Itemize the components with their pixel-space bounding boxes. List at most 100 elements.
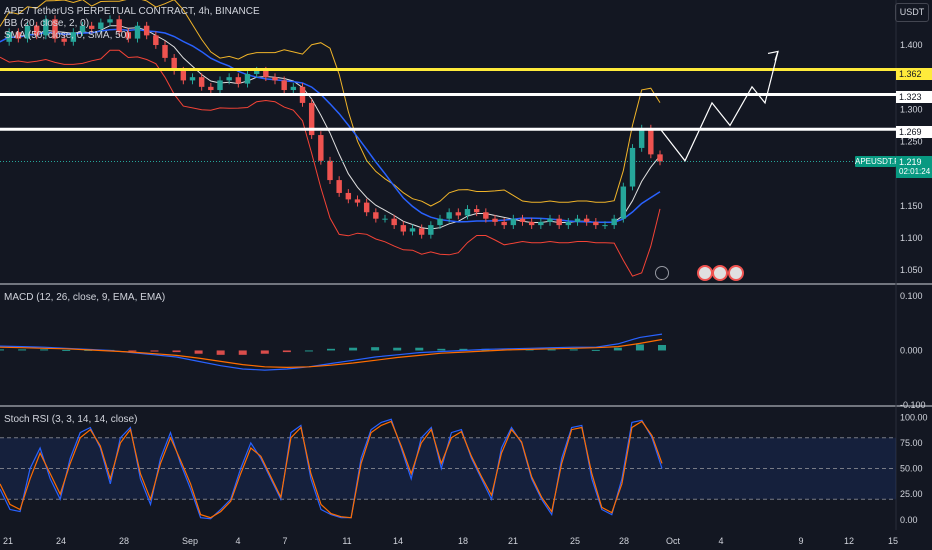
price-axis-tick: 1.400 bbox=[900, 40, 923, 50]
time-axis-tick: 15 bbox=[888, 536, 898, 546]
candle bbox=[290, 86, 297, 91]
candle bbox=[98, 22, 104, 29]
candle bbox=[446, 212, 452, 219]
macd-histogram-bar bbox=[591, 349, 600, 351]
candle bbox=[428, 225, 434, 235]
macd-histogram-bar bbox=[613, 347, 622, 351]
candle bbox=[162, 45, 168, 58]
signal-line bbox=[0, 338, 663, 369]
macd-label: MACD (12, 26, close, 9, EMA, EMA) bbox=[4, 292, 166, 303]
candle bbox=[143, 25, 150, 36]
candle bbox=[208, 86, 214, 91]
candle bbox=[354, 199, 361, 203]
candle bbox=[52, 19, 58, 39]
macd-histogram-bar bbox=[371, 347, 380, 351]
candle bbox=[253, 70, 260, 74]
candle bbox=[345, 192, 352, 200]
candle bbox=[483, 212, 489, 219]
candle bbox=[272, 77, 278, 81]
candle bbox=[43, 19, 49, 36]
candle bbox=[244, 73, 251, 84]
price-axis-tick: 1.300 bbox=[900, 104, 923, 114]
candle bbox=[235, 77, 242, 84]
candle bbox=[263, 70, 269, 78]
time-axis-tick: 7 bbox=[282, 536, 287, 546]
time-axis-tick: 4 bbox=[235, 536, 240, 546]
candle bbox=[153, 35, 159, 46]
macd-histogram-bar bbox=[216, 350, 225, 355]
candle bbox=[6, 32, 12, 42]
projection-arrowhead bbox=[767, 50, 779, 61]
candle bbox=[538, 221, 544, 226]
candle bbox=[473, 209, 480, 213]
candle bbox=[611, 218, 617, 226]
candle bbox=[308, 102, 315, 136]
candle bbox=[382, 218, 388, 220]
candle bbox=[657, 154, 663, 162]
macd-histogram-bar bbox=[304, 350, 313, 352]
bb-lower-line bbox=[0, 49, 661, 277]
symbol-tag: APEUSDT.P bbox=[855, 156, 900, 167]
candle bbox=[33, 25, 40, 36]
macd-axis-tick: 0.000 bbox=[900, 345, 923, 355]
time-axis-tick: 21 bbox=[3, 536, 13, 546]
time-axis-tick: 24 bbox=[56, 536, 66, 546]
current-price: 1.219 bbox=[899, 157, 922, 167]
macd-histogram-bar bbox=[635, 344, 644, 351]
candle bbox=[318, 135, 324, 161]
bb-label: BB (20, close, 2, 0) bbox=[4, 18, 90, 29]
candle bbox=[565, 221, 572, 226]
macd-axis-tick: 0.100 bbox=[900, 291, 923, 301]
countdown: 02:01:24 bbox=[899, 167, 931, 176]
macd-histogram-bar bbox=[150, 350, 159, 352]
time-axis-tick: 28 bbox=[119, 536, 129, 546]
candle bbox=[492, 218, 498, 222]
candle bbox=[519, 218, 526, 222]
currency-button[interactable]: USDT bbox=[895, 3, 929, 22]
candle bbox=[391, 218, 397, 226]
candle bbox=[629, 147, 636, 187]
stoch-label: Stoch RSI (3, 3, 14, 14, close) bbox=[4, 414, 138, 425]
time-axis-tick: 4 bbox=[718, 536, 723, 546]
macd-histogram-bar bbox=[569, 349, 578, 351]
candle bbox=[510, 218, 517, 226]
candle bbox=[217, 80, 223, 91]
level-tag-2: 1.323 bbox=[896, 91, 932, 103]
time-axis-tick: Sep bbox=[182, 536, 198, 546]
macd-histogram-bar bbox=[0, 349, 4, 351]
macd-histogram-bar bbox=[18, 349, 27, 351]
us-flag-event-icon[interactable] bbox=[728, 265, 744, 281]
current-price-tag: 1.219 02:01:24 bbox=[896, 156, 932, 178]
candle bbox=[556, 218, 562, 226]
candle bbox=[593, 221, 599, 226]
price-axis-tick: 1.150 bbox=[900, 201, 923, 211]
pair-label: APE / TetherUS PERPETUAL CONTRACT, 4h, B… bbox=[4, 6, 260, 17]
time-axis-tick: 14 bbox=[393, 536, 403, 546]
candle bbox=[373, 212, 379, 219]
macd-histogram-bar bbox=[40, 349, 49, 351]
us-flag-event-icon[interactable] bbox=[697, 265, 713, 281]
macd-axis-tick: -0.100 bbox=[900, 400, 926, 410]
macd-histogram-bar bbox=[260, 350, 269, 354]
macd-histogram-bar bbox=[437, 348, 446, 351]
candle bbox=[602, 225, 608, 227]
macd-histogram-bar bbox=[349, 347, 358, 351]
candle bbox=[528, 221, 535, 226]
candle bbox=[648, 128, 654, 155]
time-axis-tick: 12 bbox=[844, 536, 854, 546]
macd-histogram-bar bbox=[393, 347, 402, 351]
sma-line bbox=[0, 28, 661, 223]
candle bbox=[336, 180, 342, 193]
us-flag-event-icon[interactable] bbox=[712, 265, 728, 281]
candle bbox=[464, 209, 471, 216]
flash-event-icon[interactable] bbox=[655, 266, 669, 280]
candle bbox=[70, 32, 77, 42]
time-axis-tick: Oct bbox=[666, 536, 681, 546]
bb-upper-line bbox=[0, 0, 661, 207]
candle bbox=[400, 225, 407, 232]
stoch-d-line bbox=[0, 420, 663, 519]
candle bbox=[171, 57, 177, 71]
macd-histogram-bar bbox=[238, 350, 247, 355]
candle bbox=[409, 228, 416, 232]
